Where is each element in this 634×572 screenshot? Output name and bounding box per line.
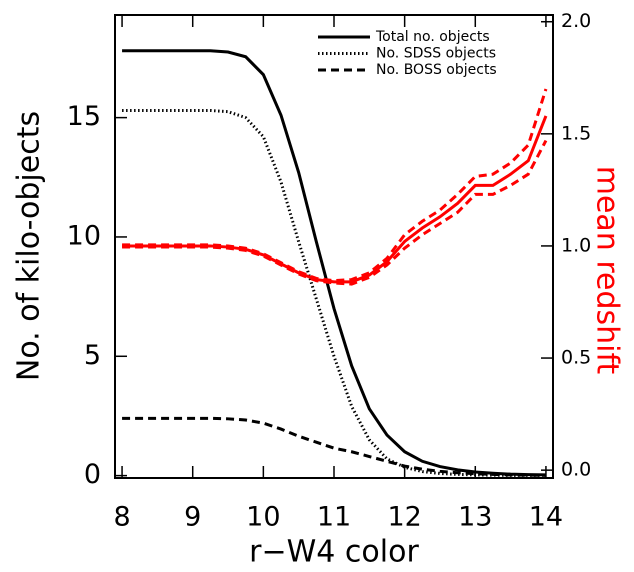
- series-line: [122, 115, 548, 284]
- x-axis-label: r−W4 color: [249, 535, 419, 570]
- plot-frame: [114, 14, 554, 479]
- y2-tick-label: 1.5: [561, 122, 591, 144]
- y2-tick-label: 0.0: [561, 459, 591, 481]
- y-tick-label: 5: [84, 340, 101, 371]
- legend-label: Total no. objects: [375, 29, 490, 45]
- y-axis-label: No. of kilo-objects: [12, 111, 47, 381]
- series-line: [122, 139, 548, 286]
- series-line: [122, 108, 546, 477]
- series-line: [122, 49, 546, 477]
- legend-label: No. SDSS objects: [376, 46, 496, 62]
- y-tick-label: 0: [84, 459, 101, 490]
- y-tick-label: 10: [67, 220, 101, 251]
- y2-axis-label: mean redshift: [590, 166, 625, 375]
- y2-tick-label: 1.0: [561, 234, 591, 256]
- x-tick-label: 9: [184, 502, 201, 533]
- y2-tick-label: 2.0: [561, 10, 591, 32]
- x-tick-label: 13: [458, 502, 492, 533]
- y2-tick-label: 0.5: [561, 347, 591, 369]
- legend-label: No. BOSS objects: [376, 62, 497, 78]
- x-tick-label: 14: [529, 502, 563, 533]
- series-line: [122, 416, 546, 477]
- x-tick-label: 8: [113, 502, 130, 533]
- x-tick-label: 11: [317, 502, 351, 533]
- y-tick-label: 15: [67, 101, 101, 132]
- x-tick-label: 10: [246, 502, 280, 533]
- x-tick-label: 12: [387, 502, 421, 533]
- series-line: [122, 88, 548, 283]
